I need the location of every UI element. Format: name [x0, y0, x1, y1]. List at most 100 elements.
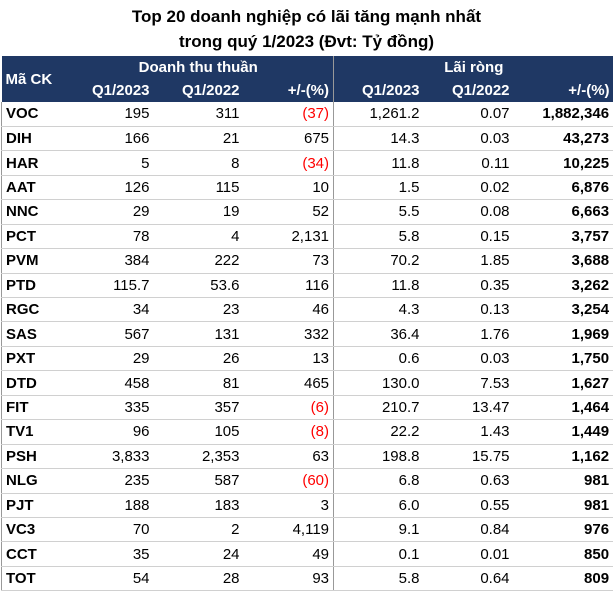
title-line-1: Top 20 doanh nghiệp có lãi tăng mạnh nhấ… — [131, 7, 482, 26]
cell-profit-q1-2022: 1.43 — [423, 419, 514, 445]
cell-profit-q1-2023: 0.1 — [333, 541, 424, 567]
cell-profit-q1-2023: 5.5 — [333, 199, 424, 225]
cell-code: FIT — [1, 395, 64, 421]
cell-code: TV1 — [1, 419, 64, 445]
cell-revenue-q1-2022: 115 — [153, 175, 244, 201]
cell-profit-q1-2022: 0.13 — [423, 297, 514, 323]
cell-profit-change: 1,449 — [513, 419, 613, 445]
table-title: Top 20 doanh nghiệp có lãi tăng mạnh nhấ… — [0, 0, 613, 56]
cell-revenue-q1-2022: 4 — [153, 224, 244, 250]
header-profit-q1-2023: Q1/2023 — [333, 79, 424, 102]
cell-revenue-q1-2023: 166 — [63, 126, 154, 152]
cell-code: RGC — [1, 297, 64, 323]
cell-profit-change: 1,969 — [513, 321, 613, 347]
cell-profit-change: 1,750 — [513, 346, 613, 372]
cell-revenue-q1-2022: 105 — [153, 419, 244, 445]
cell-profit-q1-2023: 1,261.2 — [333, 102, 424, 127]
cell-revenue-change: 93 — [243, 566, 334, 592]
cell-profit-change: 1,882,346 — [513, 102, 613, 127]
cell-revenue-change: 4,119 — [243, 517, 334, 543]
cell-revenue-q1-2022: 24 — [153, 541, 244, 567]
table-row: HAR 5 8 (34) 11.8 0.11 10,225 — [1, 150, 613, 176]
cell-profit-q1-2022: 1.76 — [423, 321, 514, 347]
cell-revenue-q1-2022: 183 — [153, 493, 244, 518]
cell-code: DIH — [1, 126, 64, 152]
cell-profit-change: 976 — [513, 517, 613, 543]
cell-profit-q1-2023: 36.4 — [333, 321, 424, 347]
cell-profit-change: 850 — [513, 541, 613, 567]
cell-revenue-q1-2023: 29 — [63, 199, 154, 225]
cell-profit-q1-2022: 0.11 — [423, 150, 514, 176]
cell-revenue-q1-2022: 81 — [153, 370, 244, 396]
table-row: FIT 335 357 (6) 210.7 13.47 1,464 — [1, 395, 613, 421]
cell-code: AAT — [1, 175, 64, 201]
cell-profit-q1-2023: 1.5 — [333, 175, 424, 201]
cell-profit-change: 3,262 — [513, 273, 613, 299]
cell-revenue-change: 332 — [243, 321, 334, 347]
cell-profit-change: 10,225 — [513, 150, 613, 176]
cell-profit-q1-2022: 0.15 — [423, 224, 514, 250]
table-row: PVM 384 222 73 70.2 1.85 3,688 — [1, 248, 613, 274]
cell-revenue-change: 465 — [243, 370, 334, 396]
table-body: VOC 195 311 (37) 1,261.2 0.07 1,882,346 DIH 166 2… — [1, 102, 613, 592]
header-profit-change: +/-(%) — [513, 79, 613, 102]
cell-revenue-q1-2022: 8 — [153, 150, 244, 176]
cell-revenue-q1-2022: 357 — [153, 395, 244, 421]
cell-profit-q1-2023: 210.7 — [333, 395, 424, 421]
cell-profit-q1-2022: 0.07 — [423, 102, 514, 127]
cell-profit-change: 3,688 — [513, 248, 613, 274]
cell-profit-q1-2022: 0.35 — [423, 273, 514, 299]
cell-revenue-q1-2023: 126 — [63, 175, 154, 201]
cell-revenue-q1-2023: 35 — [63, 541, 154, 567]
cell-revenue-q1-2023: 5 — [63, 150, 154, 176]
table-row: NLG 235 587 (60) 6.8 0.63 981 — [1, 468, 613, 494]
cell-revenue-change: 63 — [243, 444, 334, 470]
header-profit-group: Lãi ròng — [333, 56, 613, 79]
table-row: RGC 34 23 46 4.3 0.13 3,254 — [1, 297, 613, 323]
cell-profit-q1-2022: 0.08 — [423, 199, 514, 225]
cell-revenue-change: 52 — [243, 199, 334, 225]
cell-profit-q1-2023: 6.0 — [333, 493, 424, 518]
cell-revenue-change: 675 — [243, 126, 334, 152]
cell-revenue-q1-2022: 21 — [153, 126, 244, 152]
header-revenue-q1-2023: Q1/2023 — [63, 79, 154, 102]
cell-profit-q1-2022: 1.85 — [423, 248, 514, 274]
cell-profit-q1-2022: 0.55 — [423, 493, 514, 518]
cell-profit-q1-2023: 11.8 — [333, 273, 424, 299]
table-row: PJT 188 183 3 6.0 0.55 981 — [1, 493, 613, 518]
cell-profit-q1-2023: 6.8 — [333, 468, 424, 494]
cell-profit-change: 809 — [513, 566, 613, 592]
table-row: TV1 96 105 (8) 22.2 1.43 1,449 — [1, 419, 613, 445]
cell-profit-q1-2023: 70.2 — [333, 248, 424, 274]
cell-revenue-change: 116 — [243, 273, 334, 299]
cell-profit-q1-2022: 0.03 — [423, 346, 514, 372]
cell-revenue-change: 49 — [243, 541, 334, 567]
cell-revenue-q1-2023: 567 — [63, 321, 154, 347]
cell-profit-q1-2022: 0.63 — [423, 468, 514, 494]
table-row: PTD 115.7 53.6 116 11.8 0.35 3,262 — [1, 273, 613, 299]
table-row: DTD 458 81 465 130.0 7.53 1,627 — [1, 370, 613, 396]
cell-code: TOT — [1, 566, 64, 592]
cell-revenue-change: (34) — [243, 150, 334, 176]
cell-profit-q1-2023: 22.2 — [333, 419, 424, 445]
cell-revenue-q1-2023: 54 — [63, 566, 154, 592]
cell-profit-q1-2023: 5.8 — [333, 224, 424, 250]
cell-profit-q1-2022: 0.01 — [423, 541, 514, 567]
cell-profit-change: 6,876 — [513, 175, 613, 201]
cell-profit-change: 3,254 — [513, 297, 613, 323]
cell-profit-q1-2022: 7.53 — [423, 370, 514, 396]
cell-profit-change: 981 — [513, 468, 613, 494]
cell-profit-q1-2022: 13.47 — [423, 395, 514, 421]
cell-profit-q1-2022: 0.03 — [423, 126, 514, 152]
cell-revenue-change: (6) — [243, 395, 334, 421]
cell-revenue-q1-2022: 26 — [153, 346, 244, 372]
cell-profit-q1-2022: 15.75 — [423, 444, 514, 470]
cell-profit-change: 43,273 — [513, 126, 613, 152]
cell-revenue-change: (8) — [243, 419, 334, 445]
cell-revenue-q1-2022: 311 — [153, 102, 244, 127]
cell-revenue-change: (60) — [243, 468, 334, 494]
cell-profit-change: 1,162 — [513, 444, 613, 470]
cell-profit-q1-2023: 4.3 — [333, 297, 424, 323]
cell-revenue-q1-2022: 23 — [153, 297, 244, 323]
cell-revenue-change: 10 — [243, 175, 334, 201]
